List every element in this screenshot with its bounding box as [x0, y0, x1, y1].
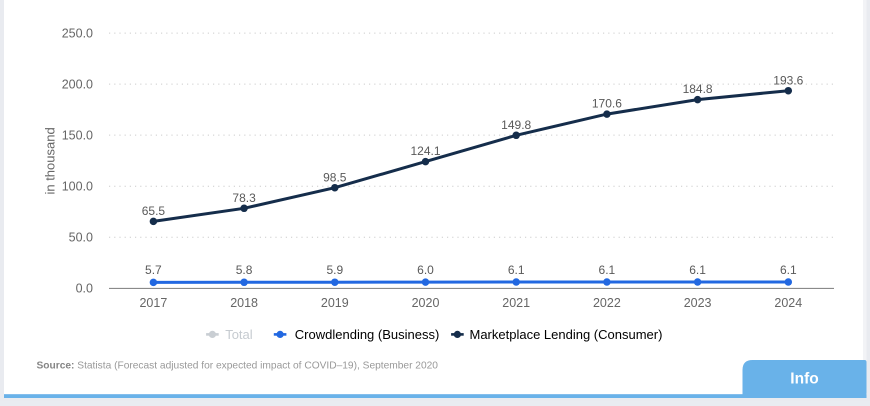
- svg-text:0.0: 0.0: [76, 281, 93, 295]
- svg-text:149.8: 149.8: [501, 118, 531, 132]
- svg-text:Source: Statista (Forecast adj: Source: Statista (Forecast adjusted for …: [37, 361, 439, 372]
- svg-text:184.8: 184.8: [683, 82, 713, 96]
- svg-text:250.0: 250.0: [62, 26, 93, 40]
- svg-text:2019: 2019: [321, 296, 349, 310]
- svg-text:6.1: 6.1: [689, 263, 706, 277]
- svg-text:in thousand: in thousand: [43, 127, 58, 194]
- svg-text:2020: 2020: [412, 296, 440, 310]
- svg-text:Info: Info: [790, 371, 818, 388]
- svg-text:78.3: 78.3: [232, 191, 256, 205]
- svg-text:6.0: 6.0: [417, 263, 434, 277]
- svg-text:5.9: 5.9: [326, 263, 343, 277]
- svg-text:100.0: 100.0: [62, 179, 93, 193]
- svg-text:150.0: 150.0: [62, 128, 93, 142]
- svg-text:2023: 2023: [684, 296, 712, 310]
- svg-text:6.1: 6.1: [780, 263, 797, 277]
- svg-text:2021: 2021: [502, 296, 530, 310]
- svg-text:2024: 2024: [774, 296, 802, 310]
- svg-text:2022: 2022: [593, 296, 621, 310]
- svg-text:5.8: 5.8: [236, 263, 253, 277]
- svg-text:50.0: 50.0: [69, 230, 93, 244]
- svg-text:2018: 2018: [230, 296, 258, 310]
- svg-text:6.1: 6.1: [508, 263, 525, 277]
- svg-text:Marketplace Lending (Consumer): Marketplace Lending (Consumer): [470, 327, 663, 342]
- svg-text:5.7: 5.7: [145, 263, 162, 277]
- svg-text:98.5: 98.5: [323, 170, 347, 184]
- svg-text:170.6: 170.6: [592, 97, 622, 111]
- svg-text:6.1: 6.1: [599, 263, 616, 277]
- svg-text:2017: 2017: [139, 296, 167, 310]
- svg-text:200.0: 200.0: [62, 77, 93, 91]
- svg-text:Total: Total: [225, 327, 253, 342]
- svg-text:193.6: 193.6: [773, 73, 803, 87]
- svg-text:Crowdlending (Business): Crowdlending (Business): [295, 327, 440, 342]
- svg-text:124.1: 124.1: [410, 144, 440, 158]
- svg-text:65.5: 65.5: [142, 204, 166, 218]
